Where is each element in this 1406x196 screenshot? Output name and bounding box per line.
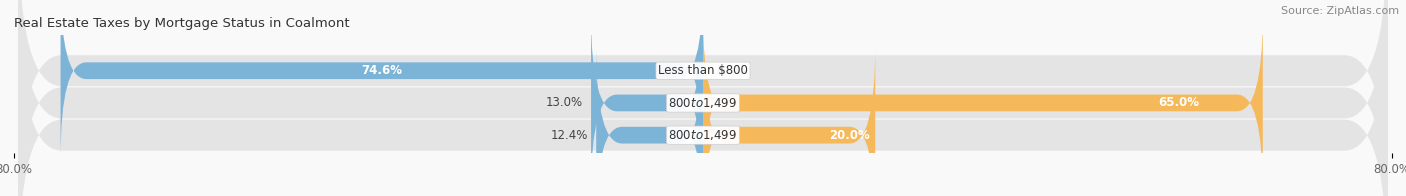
FancyBboxPatch shape [591,15,703,191]
FancyBboxPatch shape [703,47,875,196]
Text: 65.0%: 65.0% [1159,96,1199,109]
Text: 0.0%: 0.0% [716,64,745,77]
FancyBboxPatch shape [703,15,1263,191]
FancyBboxPatch shape [18,0,1388,196]
Text: $800 to $1,499: $800 to $1,499 [668,96,738,110]
Text: 20.0%: 20.0% [830,129,870,142]
Text: Source: ZipAtlas.com: Source: ZipAtlas.com [1281,6,1399,16]
Text: Less than $800: Less than $800 [658,64,748,77]
FancyBboxPatch shape [596,47,703,196]
Text: 74.6%: 74.6% [361,64,402,77]
Text: 13.0%: 13.0% [546,96,582,109]
Text: Real Estate Taxes by Mortgage Status in Coalmont: Real Estate Taxes by Mortgage Status in … [14,17,350,30]
FancyBboxPatch shape [18,0,1388,196]
FancyBboxPatch shape [18,0,1388,196]
Text: $800 to $1,499: $800 to $1,499 [668,128,738,142]
Text: 12.4%: 12.4% [550,129,588,142]
FancyBboxPatch shape [60,0,703,159]
